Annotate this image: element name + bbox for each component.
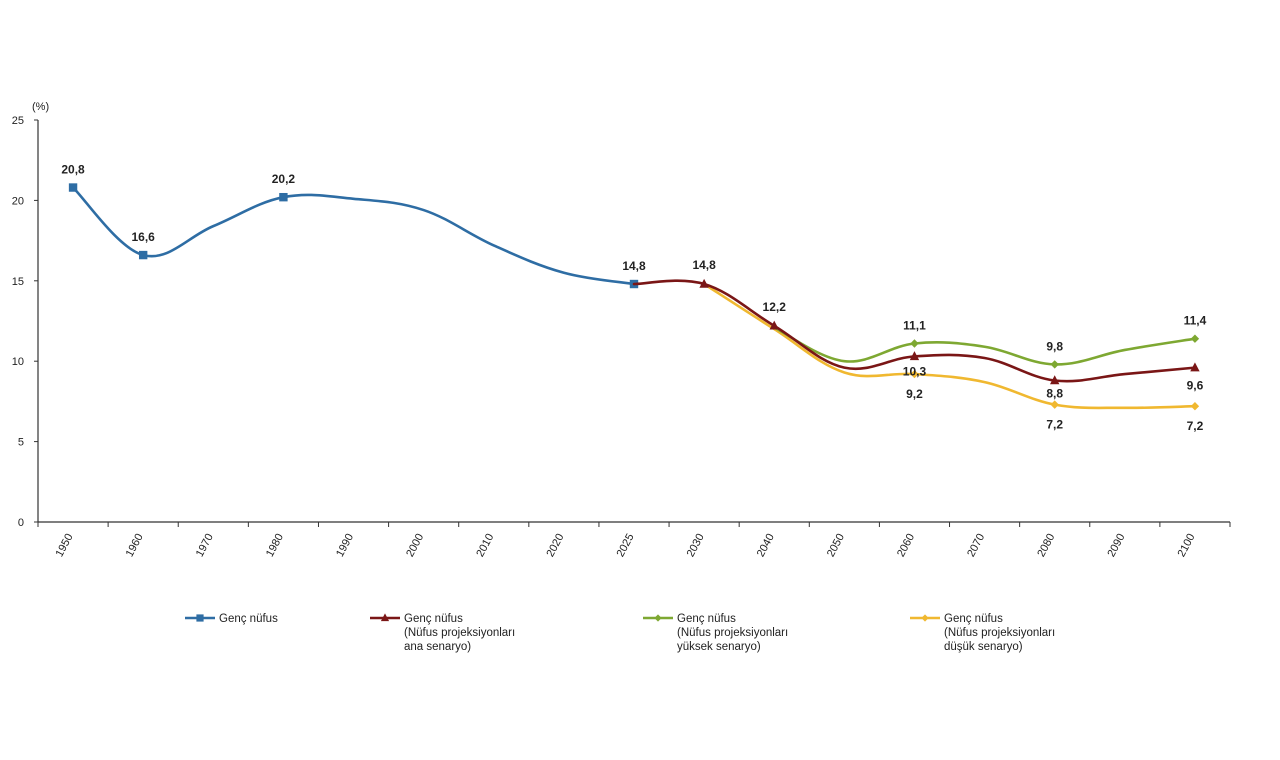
legend-label: (Nüfus projeksiyonları: [677, 627, 788, 639]
series-layer: [68, 183, 1200, 411]
x-tick-label: 1960: [124, 532, 146, 559]
series-marker: [1190, 334, 1200, 343]
legend-label: yüksek senaryo): [677, 641, 761, 653]
y-tick-label: 25: [12, 115, 24, 127]
legend-label: ana senaryo): [404, 641, 471, 653]
series-marker: [769, 320, 779, 330]
data-label: 14,8: [622, 259, 646, 273]
y-tick-label: 5: [18, 437, 24, 449]
series-line: [772, 326, 1197, 366]
x-tick-label: 2025: [615, 532, 637, 559]
x-tick-label: 1980: [264, 532, 286, 559]
x-tick-label: 1950: [54, 532, 76, 559]
series-marker: [910, 369, 919, 379]
legend-label: Genç nüfus: [944, 613, 1003, 625]
x-tick-label: 1990: [334, 532, 356, 559]
data-label: 9,2: [906, 387, 923, 401]
series-marker: [68, 183, 78, 192]
series-2: [772, 326, 1200, 369]
x-tick-label: 2020: [544, 532, 566, 559]
legend-label: Genç nüfus: [219, 613, 278, 625]
series-marker: [196, 614, 204, 622]
series-marker: [909, 351, 920, 361]
series-marker: [1050, 400, 1059, 409]
x-tick-label: 2080: [1035, 532, 1057, 559]
legend-item-3: Genç nüfus (Nüfus projeksiyonları düşük se…: [910, 613, 1055, 653]
series-line: [71, 186, 636, 286]
y-tick-label: 0: [18, 517, 24, 529]
series-marker: [921, 614, 929, 622]
y-tick-label: 15: [12, 276, 24, 288]
series-marker: [1050, 375, 1060, 385]
data-label: 9,6: [1187, 379, 1204, 393]
data-label: 14,8: [692, 258, 716, 272]
series-1: [632, 278, 1200, 385]
x-tick-label: 2010: [474, 532, 496, 559]
data-label: 12,2: [763, 300, 787, 314]
x-tick-label: 1970: [194, 532, 216, 559]
legend-label: Genç nüfus: [404, 613, 463, 625]
data-label: 20,2: [272, 172, 296, 186]
legend-item-2: Genç nüfus (Nüfus projeksiyonları yüksek s…: [643, 613, 788, 653]
legend-label: düşük senaryo): [944, 641, 1023, 653]
data-labels: 20,8 16,6 20,2 14,8 14,8 12,2 10,3 8,8 9,6 11,1 9,…: [61, 163, 1206, 434]
x-tick-label: 2000: [404, 532, 426, 559]
y-unit-label: (%): [32, 101, 49, 113]
series-line: [702, 282, 1197, 410]
data-label: 8,8: [1046, 386, 1063, 400]
data-label: 7,2: [1187, 419, 1204, 433]
y-tick-label: 20: [12, 195, 24, 207]
series-marker: [138, 250, 148, 260]
legend: Genç nüfus Genç nüfus (Nüfus projeksiyonla…: [185, 613, 1055, 653]
series-marker: [1050, 360, 1059, 369]
x-tick-label: 2070: [965, 532, 987, 559]
x-tick-label: 2100: [1175, 532, 1197, 559]
data-label: 11,1: [903, 319, 926, 333]
legend-item-1: Genç nüfus (Nüfus projeksiyonları ana sena…: [370, 613, 515, 653]
data-label: 16,6: [131, 230, 155, 244]
legend-label: (Nüfus projeksiyonları: [404, 627, 515, 639]
series-marker: [654, 614, 662, 622]
y-tick-label: 10: [12, 356, 24, 368]
series-3: [702, 282, 1200, 411]
data-label: 11,4: [1184, 314, 1207, 328]
legend-item-0: Genç nüfus: [185, 613, 278, 625]
series-marker: [1190, 402, 1200, 411]
series-marker: [279, 192, 288, 202]
series-marker: [1190, 362, 1200, 372]
x-tick-label: 2060: [895, 532, 917, 559]
x-tick-label: 2050: [825, 532, 847, 559]
series-marker: [699, 278, 709, 288]
x-tick-label: 2030: [685, 532, 707, 559]
data-label: 10,3: [903, 364, 927, 378]
data-label: 7,2: [1046, 418, 1063, 432]
legend-label: (Nüfus projeksiyonları: [944, 627, 1055, 639]
data-label: 9,8: [1046, 339, 1063, 353]
x-tick-label: 2040: [755, 532, 777, 559]
data-label: 20,8: [61, 163, 85, 177]
series-marker: [910, 339, 919, 348]
legend-label: Genç nüfus: [677, 613, 736, 625]
x-tick-label: 2090: [1105, 532, 1127, 559]
series-marker: [380, 613, 390, 622]
